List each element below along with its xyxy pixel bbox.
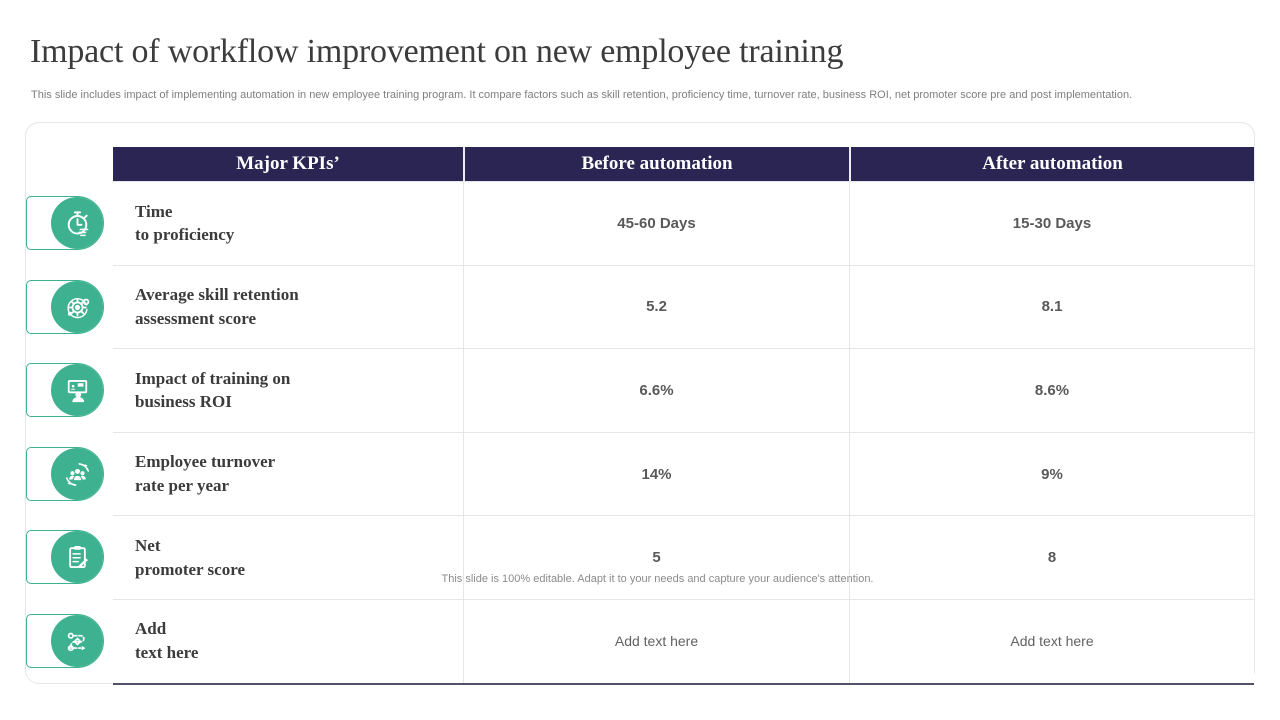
row-label-employee-turnover: Employee turnover rate per year (113, 431, 463, 516)
page-title: Impact of workflow improvement on new em… (30, 33, 844, 70)
slide-description: This slide includes impact of implementi… (31, 89, 1133, 101)
before-value-add-text-placeholder[interactable]: Add text here (463, 598, 849, 683)
row-label-add-text-placeholder[interactable]: Add text here (113, 598, 463, 683)
column-header-before-automation: Before automation (463, 147, 849, 181)
kpi-icon-tab-add (26, 614, 104, 668)
after-value-business-roi: 8.6% (849, 348, 1254, 432)
column-header-after-automation: After automation (849, 147, 1254, 181)
turnover-people-icon (51, 448, 103, 500)
before-value-time-to-proficiency: 45-60 Days (463, 181, 849, 265)
clipboard-score-icon (51, 531, 103, 583)
skill-gear-icon (51, 281, 103, 333)
after-value-skill-retention: 8.1 (849, 264, 1254, 349)
before-value-business-roi: 6.6% (463, 348, 849, 432)
kpi-icon-tab-time (26, 196, 104, 250)
row-label-skill-retention: Average skill retention assessment score (113, 264, 463, 349)
before-value-employee-turnover: 14% (463, 431, 849, 516)
slide-footer-note: This slide is 100% editable. Adapt it to… (441, 573, 874, 585)
after-value-add-text-placeholder[interactable]: Add text here (849, 598, 1254, 683)
column-header-major-kpis: Major KPIs’ (113, 147, 463, 181)
kpi-icon-tab-turnover (26, 447, 104, 501)
row-label-net-promoter-score: Net promoter score (113, 515, 463, 599)
after-value-employee-turnover: 9% (849, 431, 1254, 516)
after-value-net-promoter-score: 8 (849, 515, 1254, 599)
kpi-icon-tab-nps (26, 530, 104, 584)
kpi-table-card: Major KPIs’ Before automation After auto… (25, 122, 1255, 685)
stopwatch-icon (51, 197, 103, 249)
kpi-icon-tab-roi (26, 363, 104, 417)
training-monitor-icon (51, 364, 103, 416)
kpi-table: Major KPIs’ Before automation After auto… (113, 147, 1254, 685)
after-value-time-to-proficiency: 15-30 Days (849, 181, 1254, 265)
row-label-time-to-proficiency: Time to proficiency (113, 181, 463, 265)
before-value-skill-retention: 5.2 (463, 264, 849, 349)
kpi-icon-tab-skill (26, 280, 104, 334)
row-label-business-roi: Impact of training on business ROI (113, 348, 463, 432)
workflow-icon (51, 615, 103, 667)
before-value-net-promoter-score: 5 (463, 515, 849, 599)
